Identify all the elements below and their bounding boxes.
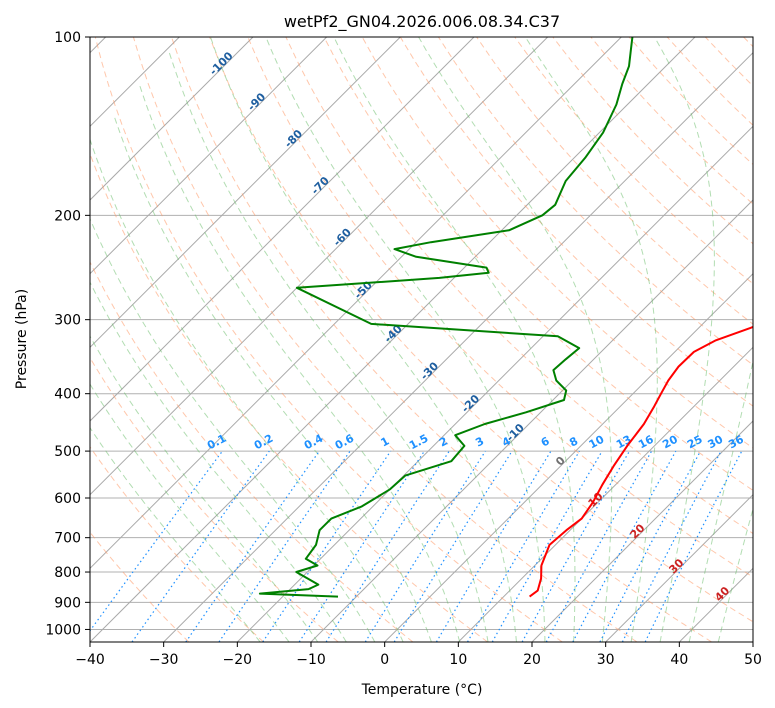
isotherm-line: [90, 37, 254, 201]
temperature-profile-line: [529, 325, 753, 598]
isotherm-line: [531, 420, 753, 642]
y-tick-label: 400: [54, 387, 81, 403]
y-tick-label: 200: [54, 208, 81, 224]
chart-title: wetPf2_GN04.2026.006.08.34.C37: [284, 12, 560, 32]
mixing-ratio-label: 25: [685, 433, 705, 452]
mixing-ratio-line: [364, 450, 486, 642]
dry-adiabat-line: [514, 37, 753, 285]
moist-adiabat-line: [654, 37, 715, 642]
dry-adiabat-line: [476, 37, 753, 325]
x-tick-label: 10: [449, 652, 467, 668]
x-tick-label: −20: [223, 652, 253, 668]
y-tick-label: 500: [54, 444, 81, 460]
mixing-ratio-line: [393, 450, 513, 642]
x-axis-title: Temperature (°C): [361, 682, 483, 698]
x-tick-label: −10: [296, 652, 326, 668]
x-tick-label: −40: [75, 652, 105, 668]
profile-lines: [258, 37, 753, 598]
isotherm-line: [90, 37, 549, 496]
moist-adiabat-line: [90, 217, 376, 642]
isotherm-line: [90, 37, 475, 422]
isotherm-line: [236, 125, 753, 642]
moist-adiabat-line: [90, 426, 261, 642]
mixing-ratio-line: [185, 450, 320, 642]
x-tick-label: 30: [597, 652, 615, 668]
y-tick-label: 1000: [45, 622, 81, 638]
mixing-ratio-label: 16: [636, 433, 656, 452]
isotherm-line: [90, 37, 401, 349]
x-tick-label: 0: [380, 652, 389, 668]
x-tick-label: 50: [744, 652, 762, 668]
isotherm-line: [384, 272, 753, 642]
plot-frame: [89, 36, 754, 643]
mixing-ratio-label: 13: [614, 433, 634, 452]
mixing-ratio-line: [298, 450, 425, 642]
y-axis-title: Pressure (hPa): [14, 289, 30, 389]
isotherm-line: [163, 51, 753, 642]
moist-adiabat-line: [167, 49, 489, 642]
moist-adiabat-line: [333, 37, 576, 642]
mixing-ratio-line: [435, 450, 552, 642]
isotherm-line: [457, 346, 753, 642]
x-tick-label: 40: [670, 652, 688, 668]
mixing-ratio-label: 20: [660, 433, 680, 452]
y-tick-label: 100: [54, 30, 81, 46]
y-tick-label: 800: [54, 565, 81, 581]
moist-adiabat-line: [717, 507, 753, 642]
moist-adiabat-line: [418, 37, 613, 642]
isotherm-line: [605, 493, 753, 642]
moist-adiabat-line: [90, 137, 404, 642]
isotherm-line: [90, 37, 696, 642]
moist-adiabat-line: [688, 359, 753, 642]
x-tick-label: 20: [523, 652, 541, 668]
moist-adiabat-line: [90, 281, 347, 642]
dewpoint-profile-line: [258, 37, 634, 598]
dry-adiabat-line: [285, 37, 753, 535]
mixing-ratio-line: [599, 450, 702, 642]
dry-adiabat-line: [247, 37, 753, 578]
x-tick-label: −30: [149, 652, 179, 668]
mixing-ratio-line: [325, 450, 450, 642]
mixing-ratio-label: 10: [587, 433, 607, 452]
background-lines: [90, 37, 753, 642]
mixing-ratio-line: [572, 450, 677, 642]
axes: −40 −30 −20 −10 0 10 20 30 40 50 100 200 300 400 500 60…: [45, 30, 762, 668]
mixing-ratio-label: 36: [726, 433, 746, 452]
moist-adiabat-line: [265, 37, 546, 642]
mixing-ratio-line: [466, 450, 580, 642]
mixing-ratio-line: [262, 450, 392, 642]
dry-adiabat-line: [209, 37, 753, 623]
moist-adiabat-line: [113, 114, 432, 642]
isotherm-line: [90, 37, 622, 570]
dry-adiabat-line: [90, 260, 414, 642]
dry-adiabat-line: [90, 446, 264, 642]
mixing-ratio-label: 30: [706, 433, 726, 452]
y-tick-label: 300: [54, 313, 81, 329]
moist-adiabat-line: [90, 335, 319, 642]
y-tick-label: 900: [54, 595, 81, 611]
dry-adiabat-line: [323, 37, 753, 491]
moist-adiabat-line: [524, 37, 658, 642]
isotherm-line: [90, 37, 328, 275]
dry-adiabat-line: [171, 37, 712, 642]
moist-adiabat-line: [210, 37, 517, 642]
mixing-ratio-line: [218, 450, 351, 642]
y-tick-label: 600: [54, 491, 81, 507]
moist-adiabat-line: [90, 383, 290, 642]
dry-adiabat-line: [94, 37, 563, 642]
moist-adiabat-line: [138, 83, 461, 642]
y-tick-label: 700: [54, 531, 81, 547]
